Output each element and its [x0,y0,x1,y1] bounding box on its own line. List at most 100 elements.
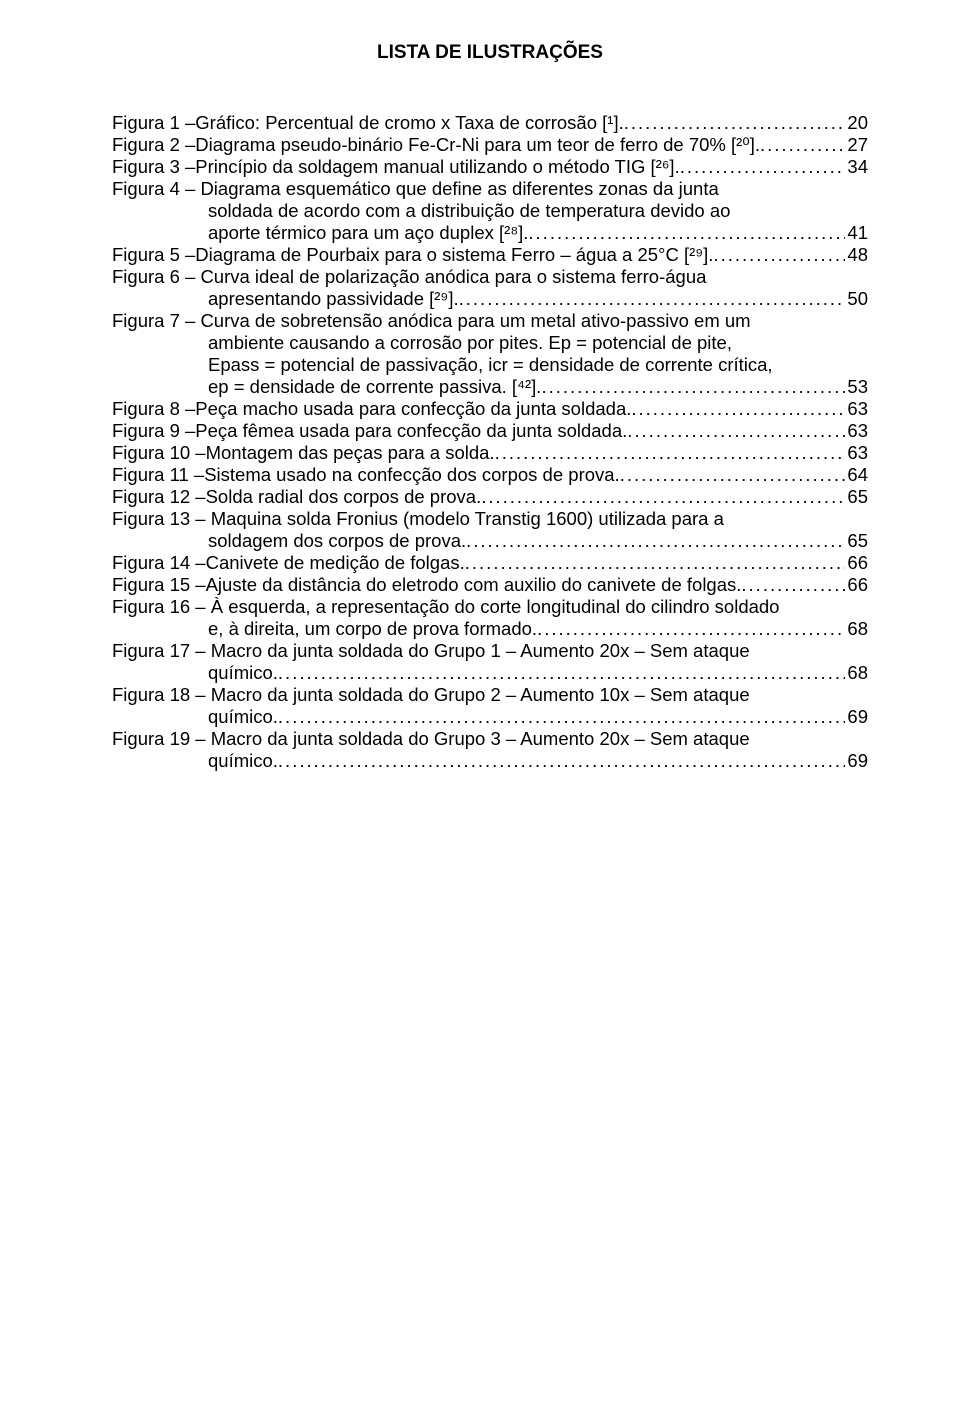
dot-leader [481,486,845,508]
page-number: 20 [845,112,868,134]
page-number: 63 [845,442,868,464]
lof-entry: Figura 10 – Montagem das peças para a so… [112,442,868,464]
lof-entry-continuation: químico. 69 [112,750,868,772]
figure-description: Macro da junta soldada do Grupo 3 – Aume… [211,728,750,749]
figure-label: Figura 16 – [112,596,211,617]
lof-entry-line: Figura 13 – Maquina solda Fronius (model… [112,508,868,530]
lof-entry: Figura 8 – Peça macho usada para confecç… [112,398,868,420]
figure-description: químico. [208,706,278,728]
dot-leader [741,574,845,596]
figure-label: Figura 6 – [112,266,200,287]
lof-entry-continuation: soldagem dos corpos de prova. 65 [112,530,868,552]
figure-label: Figura 7 – [112,310,200,331]
figure-label: Figura 12 – [112,486,206,508]
figure-description: Curva ideal de polarização anódica para … [200,266,706,287]
figure-description: aporte térmico para um aço duplex [²⁸]. [208,222,528,244]
page-number: 41 [845,222,868,244]
lof-entry-line: Figura 16 – À esquerda, a representação … [112,596,868,618]
figure-description: Sistema usado na confecção dos corpos de… [204,464,619,486]
dot-leader [760,134,845,156]
figure-description: Peça macho usada para confecção da junta… [195,398,631,420]
lof-entry-line: Figura 18 – Macro da junta soldada do Gr… [112,684,868,706]
page-number: 68 [845,618,868,640]
page-number: 69 [845,706,868,728]
list-of-figures: Figura 1 – Gráfico: Percentual de cromo … [112,112,868,772]
figure-label: Figura 15 – [112,574,206,596]
lof-entry: Figura 15 – Ajuste da distância do eletr… [112,574,868,596]
figure-description: apresentando passividade [²⁹]. [208,288,459,310]
page-number: 66 [845,552,868,574]
page-number: 65 [845,530,868,552]
page-number: 27 [845,134,868,156]
figure-description: Ajuste da distância do eletrodo com auxi… [206,574,742,596]
dot-leader [620,464,846,486]
figure-description: Diagrama pseudo-binário Fe-Cr-Ni para um… [195,134,760,156]
figure-description: À esquerda, a representação do corte lon… [211,596,780,617]
dot-leader [278,706,846,728]
dot-leader [537,618,845,640]
figure-description: ep = densidade de corrente passiva. [⁴²]… [208,376,541,398]
page-number: 53 [845,376,868,398]
figure-label: Figura 14 – [112,552,206,574]
dot-leader [528,222,845,244]
figure-description: Diagrama de Pourbaix para o sistema Ferr… [195,244,713,266]
lof-entry-line: Figura 17 – Macro da junta soldada do Gr… [112,640,868,662]
figure-description: Macro da junta soldada do Grupo 2 – Aume… [211,684,750,705]
page-number: 63 [845,420,868,442]
lof-entry-continuation: químico. 68 [112,662,868,684]
figure-description: soldagem dos corpos de prova. [208,530,466,552]
dot-leader [465,552,846,574]
lof-entry-continuation: Epass = potencial de passivação, icr = d… [112,354,868,376]
figure-description: Canivete de medição de folgas. [206,552,465,574]
lof-entry-line: Figura 4 – Diagrama esquemático que defi… [112,178,868,200]
figure-description: e, à direita, um corpo de prova formado. [208,618,537,640]
figure-label: Figura 13 – [112,508,211,529]
page-number: 50 [845,288,868,310]
figure-description: Macro da junta soldada do Grupo 1 – Aume… [211,640,750,661]
lof-entry: Figura 5 – Diagrama de Pourbaix para o s… [112,244,868,266]
figure-description: Peça fêmea usada para confecção da junta… [195,420,627,442]
lof-entry: Figura 3 – Princípio da soldagem manual … [112,156,868,178]
dot-leader [631,398,845,420]
page-title: LISTA DE ILUSTRAÇÕES [112,42,868,64]
page-number: 66 [845,574,868,596]
figure-description: Diagrama esquemático que define as difer… [200,178,718,199]
dot-leader [466,530,845,552]
dot-leader [680,156,846,178]
figure-label: Figura 5 – [112,244,195,266]
figure-label: Figura 8 – [112,398,195,420]
dot-leader [624,112,846,134]
figure-description: Solda radial dos corpos de prova. [206,486,482,508]
figure-description: Gráfico: Percentual de cromo x Taxa de c… [195,112,623,134]
dot-leader [459,288,846,310]
figure-label: Figura 19 – [112,728,211,749]
figure-label: Figura 18 – [112,684,211,705]
lof-entry: Figura 12 – Solda radial dos corpos de p… [112,486,868,508]
lof-entry: Figura 11 – Sistema usado na confecção d… [112,464,868,486]
figure-description: Curva de sobretensão anódica para um met… [200,310,750,331]
figure-label: Figura 9 – [112,420,195,442]
page-number: 65 [845,486,868,508]
lof-entry-line: Figura 7 – Curva de sobretensão anódica … [112,310,868,332]
page-number: 48 [845,244,868,266]
page-number: 69 [845,750,868,772]
page-number: 68 [845,662,868,684]
lof-entry-continuation: ep = densidade de corrente passiva. [⁴²]… [112,376,868,398]
figure-description: Maquina solda Fronius (modelo Transtig 1… [211,508,724,529]
lof-entry-continuation: químico. 69 [112,706,868,728]
figure-label: Figura 10 – [112,442,206,464]
figure-description: Princípio da soldagem manual utilizando … [195,156,679,178]
figure-label: Figura 3 – [112,156,195,178]
figure-description: químico. [208,662,278,684]
lof-entry: Figura 9 – Peça fêmea usada para confecç… [112,420,868,442]
figure-label: Figura 1 – [112,112,195,134]
dot-leader [278,662,846,684]
figure-label: Figura 11 – [112,464,204,486]
lof-entry-continuation: ambiente causando a corrosão por pites. … [112,332,868,354]
figure-label: Figura 17 – [112,640,211,661]
dot-leader [495,442,846,464]
dot-leader [627,420,845,442]
lof-entry-continuation: apresentando passividade [²⁹]. 50 [112,288,868,310]
figure-label: Figura 2 – [112,134,195,156]
dot-leader [541,376,845,398]
